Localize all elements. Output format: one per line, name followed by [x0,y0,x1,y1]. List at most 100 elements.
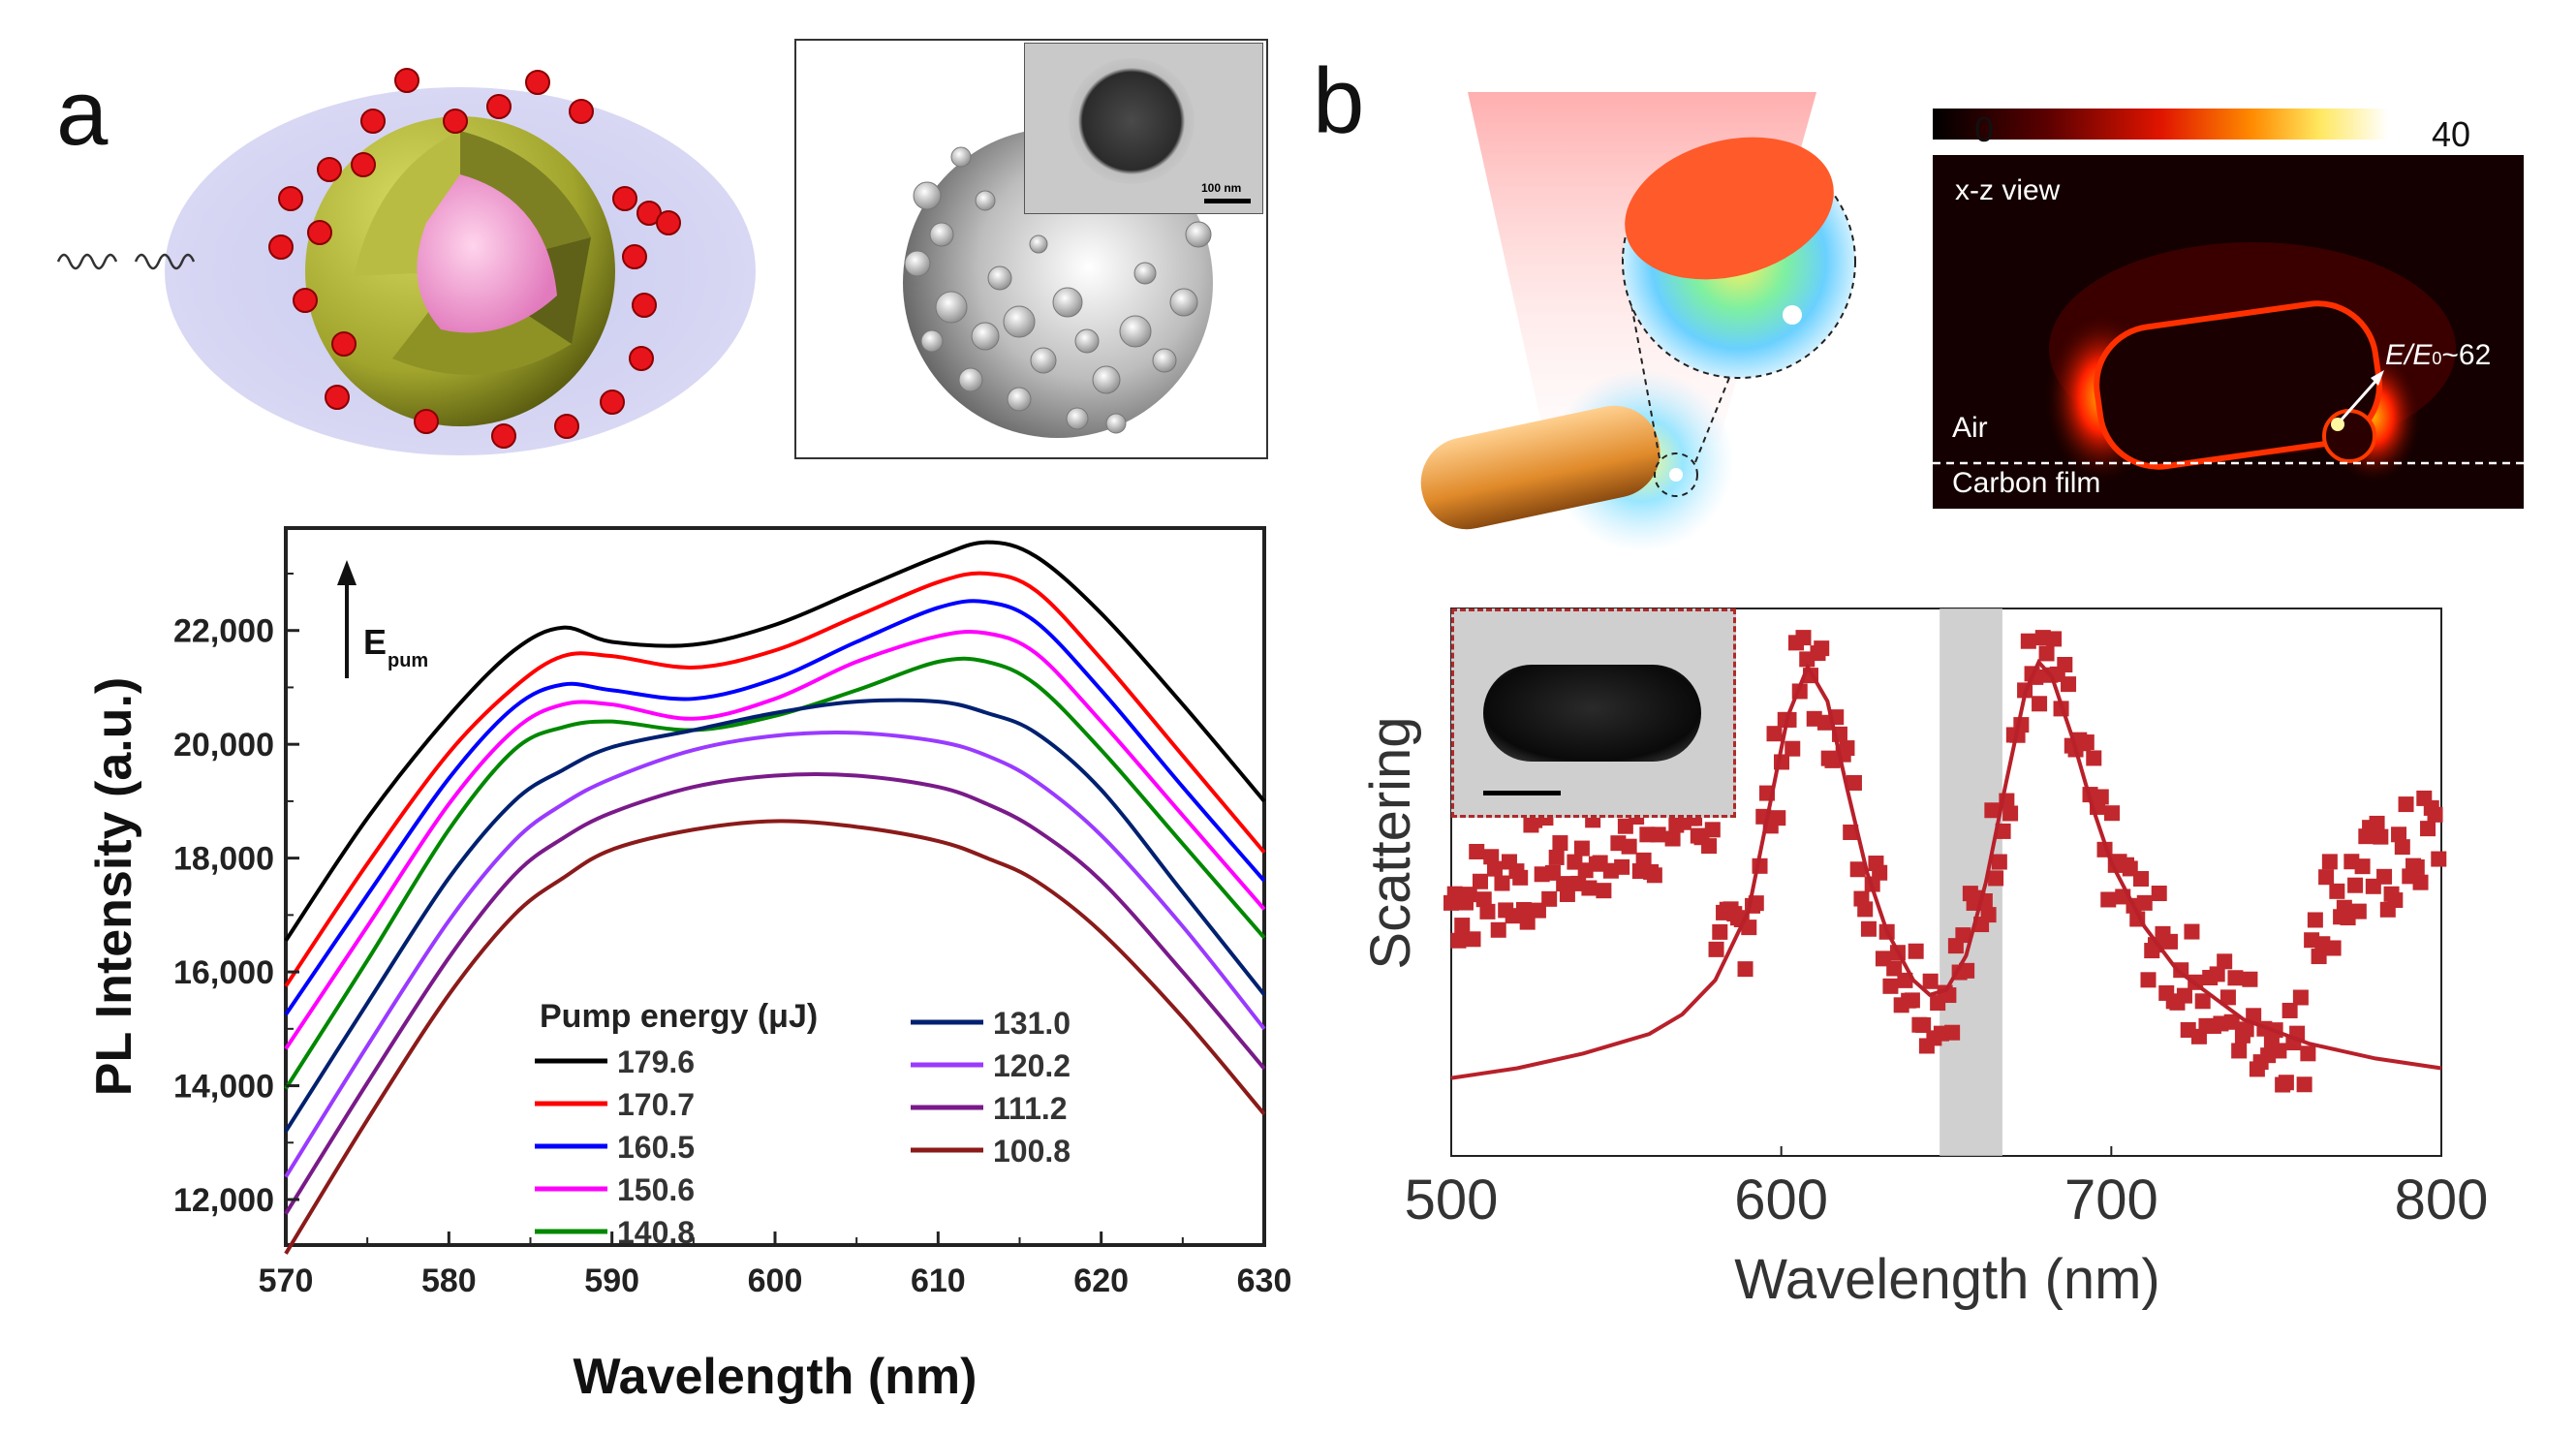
data-point [2104,805,2121,822]
series-line-131.0 [284,698,1266,1133]
tem-particle-image [1069,58,1195,184]
data-point [1548,849,1565,865]
data-point [1515,901,1532,918]
data-point [2398,796,2414,813]
data-point [2176,987,2192,1004]
data-point [1664,830,1681,847]
data-point [1995,823,2011,839]
data-point [1621,838,1637,855]
series-line-150.6 [284,629,1266,1050]
data-point [1886,960,1903,977]
data-point [1581,880,1598,896]
data-point [1984,802,2001,819]
data-point [1479,903,1496,920]
data-point [2373,828,2389,845]
data-point [2078,734,2095,751]
view-label: x-z view [1955,174,2061,206]
data-point [1843,824,1859,840]
data-point [1897,972,1913,988]
y-tick-label: 14,000 [173,1069,274,1106]
data-point [2292,989,2309,1006]
x-tick-label: 620 [1073,1263,1129,1299]
data-point [2347,877,2364,893]
field-ratio: E/E [2385,339,2433,371]
data-point [1486,860,1503,877]
data-point [2002,805,2019,822]
legend-label: 131.0 [993,1006,1071,1041]
data-point [1490,921,1506,938]
pump-arrow-label-sub: pum [388,650,428,671]
field-map [1933,155,2524,509]
legend-label: 160.5 [617,1130,695,1165]
data-point [1541,890,1558,907]
data-point [1908,943,1924,959]
data-point [2412,874,2429,890]
air-label: Air [1952,412,1988,444]
data-point [1980,907,1997,923]
legend-label: 111.2 [993,1091,1068,1126]
data-point [2194,993,2211,1010]
data-point [1454,918,1471,934]
series-line-160.5 [284,599,1266,1016]
data-point [1770,810,1786,826]
data-point [1857,901,1874,918]
data-point [1596,883,1612,899]
data-point [1904,992,1920,1009]
data-point [2161,933,2178,950]
data-point [1650,826,1666,843]
x-axis-title: Wavelength (nm) [1734,1248,2159,1311]
data-point [1704,822,1721,838]
data-point [1494,875,1510,891]
data-point [2217,953,2233,970]
data-point [2354,858,2371,875]
legend-label: 179.6 [617,1044,695,1079]
data-point [2032,696,2048,712]
data-point [1573,840,1590,857]
data-point [2219,989,2236,1006]
data-point [1839,740,1855,757]
data-point [1741,920,1757,936]
x-tick-label: 700 [2064,1169,2158,1231]
y-tick-label: 12,000 [173,1182,274,1219]
plot-frame [284,526,1266,1247]
nanorod-tem-image [1483,665,1701,762]
nanorod-tem-inset [1451,608,1736,818]
legend-label: 150.6 [617,1172,695,1207]
data-point [2408,858,2425,875]
colorbar-max: 40 [2432,114,2471,154]
data-point [2140,972,2157,988]
core-shell-schematic [56,68,756,455]
panel-label-a: a [56,61,109,165]
series-line-179.6 [284,540,1266,942]
data-point [1737,961,1754,978]
data-point [2046,631,2063,647]
y-tick-label: 18,000 [173,841,274,878]
y-tick-label: 20,000 [173,727,274,764]
fit-curve [1450,658,2442,1080]
data-point [2038,645,2055,662]
x-tick-label: 590 [584,1263,639,1299]
data-point [2307,912,2323,928]
data-point [2227,970,2244,986]
x-tick-label: 800 [2395,1169,2489,1231]
series-line-140.8 [284,656,1266,1090]
data-point [2278,1075,2294,1091]
legend-title: Pump energy (μJ) [540,998,818,1035]
data-point [1872,864,1888,881]
data-point [2420,821,2436,837]
x-tick-label: 600 [1734,1169,1828,1231]
data-point [2321,854,2338,870]
data-point [1766,726,1783,742]
data-point [2223,1013,2240,1030]
data-point [1991,854,2007,870]
data-point [1988,870,2004,887]
x-axis-title: Wavelength (nm) [574,1349,978,1405]
data-point [1785,740,1801,757]
data-point [2281,1002,2298,1018]
legend-label: 100.8 [993,1134,1071,1169]
field-enhancement-label: E/E0~62 [2385,339,2491,372]
field-value: ~62 [2441,339,2492,371]
data-point [1552,835,1568,852]
y-tick-label: 16,000 [173,954,274,991]
legend-label: 170.7 [617,1087,695,1122]
